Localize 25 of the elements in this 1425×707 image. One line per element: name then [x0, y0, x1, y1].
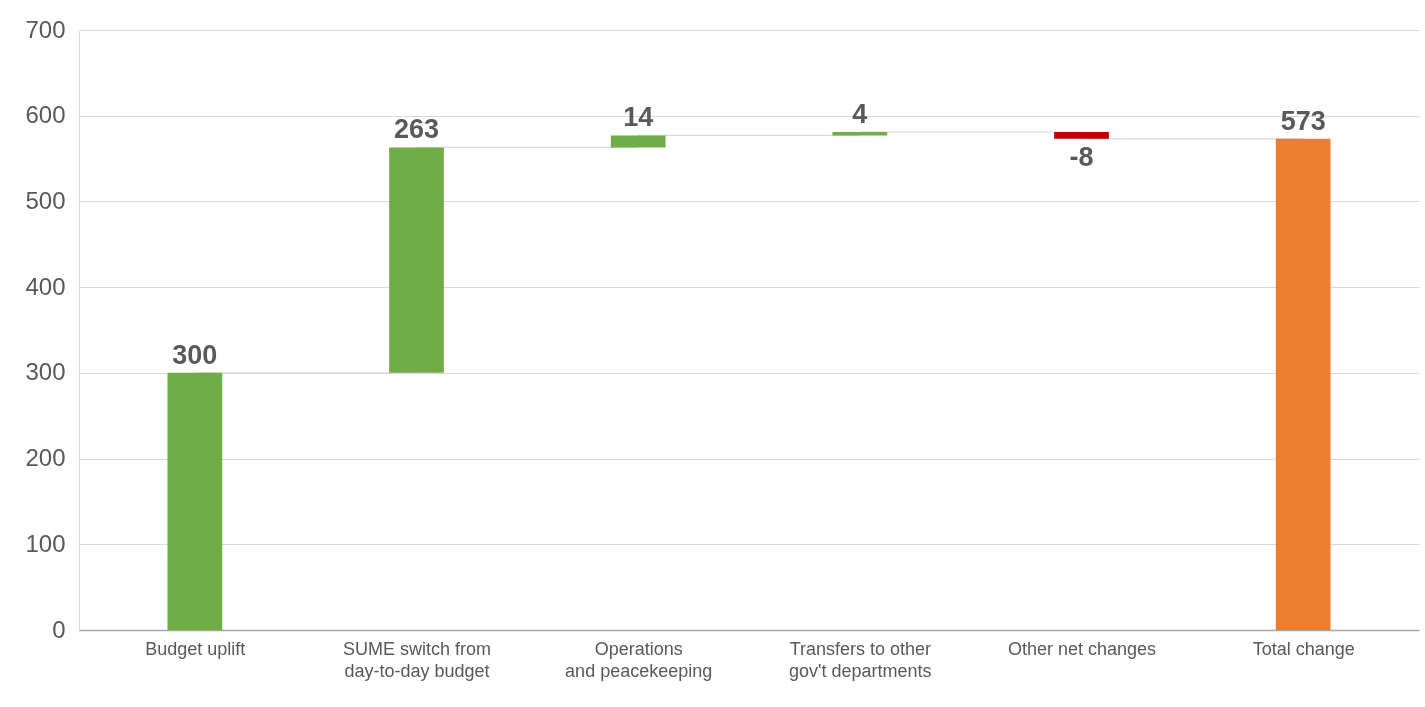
bar: [610, 135, 666, 148]
bar: [389, 147, 444, 373]
bar: [1054, 132, 1109, 139]
x-tick-label: Operations and peacekeeping: [565, 638, 713, 681]
bar: [167, 372, 223, 630]
y-tick-label: 500: [25, 186, 66, 214]
x-tick-label: Other net changes: [1007, 638, 1157, 659]
data-label: 573: [1280, 105, 1326, 136]
x-tick-label: Budget uplift: [145, 638, 246, 659]
data-label: 14: [623, 102, 654, 133]
bar: [1275, 138, 1331, 630]
y-tick-label: 400: [25, 272, 66, 300]
y-tick-label: 200: [25, 444, 66, 472]
data-label: 263: [393, 114, 440, 145]
y-tick-label: 0: [52, 615, 66, 643]
y-tick-label: 700: [25, 15, 66, 43]
y-tick-label: 100: [25, 529, 66, 557]
x-tick-label: Transfers to other gov't departments: [789, 638, 932, 681]
y-tick-label: 600: [25, 101, 66, 129]
y-tick-label: 300: [25, 358, 66, 386]
data-label: -8: [1069, 141, 1094, 172]
data-label: 300: [172, 339, 218, 370]
data-label: 4: [852, 99, 868, 129]
x-tick-label: SUME switch from day-to-day budget: [342, 638, 492, 681]
x-tick-label: Total change: [1252, 638, 1355, 659]
